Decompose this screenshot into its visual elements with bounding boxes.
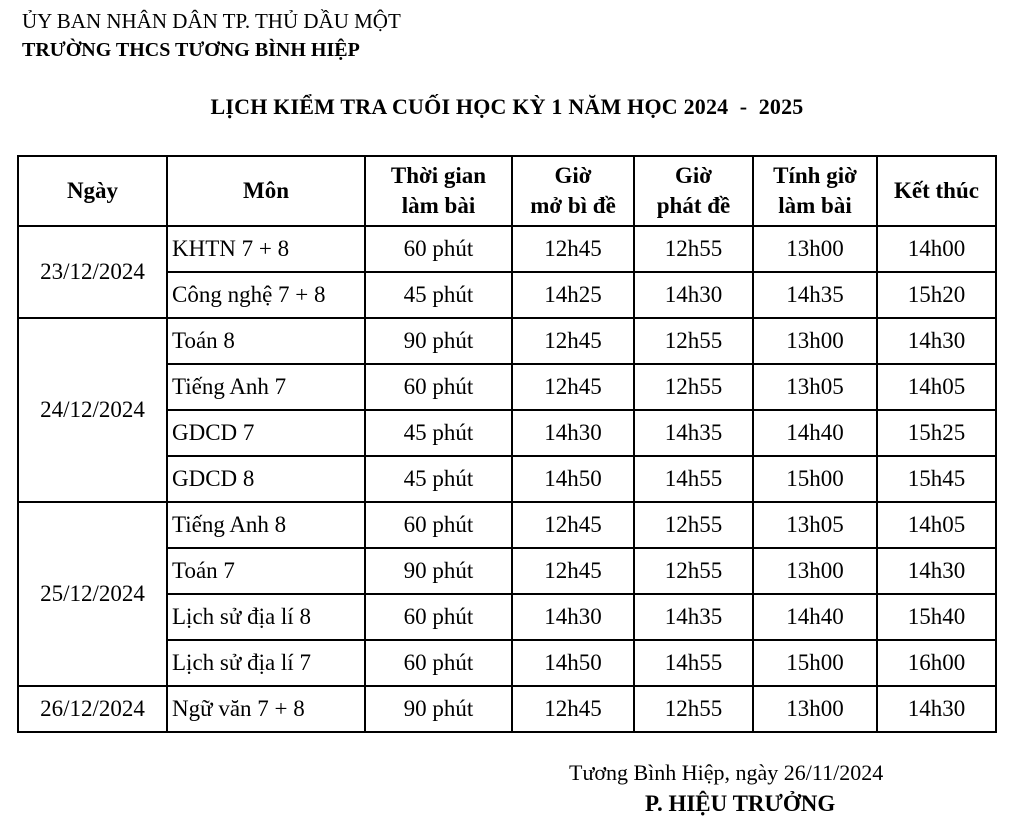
start-time-cell: 14h40 (752, 593, 878, 641)
end-time-cell: 15h40 (876, 593, 997, 641)
table-row: 25/12/2024 Tiếng Anh 8 60 phút 12h45 12h… (17, 501, 997, 687)
duration-cell: 90 phút (364, 317, 513, 365)
duration-cell: 45 phút (364, 271, 513, 319)
open-time-cell: 12h45 (511, 317, 635, 365)
header-open-time: Giờ mở bì đề (511, 155, 635, 227)
subject-cell: Toán 8 (166, 317, 366, 365)
end-time-cell: 14h05 (876, 363, 997, 411)
date-cell: 25/12/2024 (17, 501, 168, 687)
distribute-time-cell: 14h55 (633, 639, 754, 687)
duration-cell: 45 phút (364, 455, 513, 503)
open-time-cell: 12h45 (511, 225, 635, 273)
end-time-cell: 15h20 (876, 271, 997, 319)
distribute-time-cell: 12h55 (633, 685, 754, 733)
committee-name: ỦY BAN NHÂN DÂN TP. THỦ DẦU MỘT (22, 9, 401, 33)
end-time-cell: 15h45 (876, 455, 997, 503)
open-time-cell: 12h45 (511, 363, 635, 411)
duration-cell: 60 phút (364, 225, 513, 273)
subject-cell: Ngữ văn 7 + 8 (166, 685, 366, 733)
distribute-time-cell: 12h55 (633, 363, 754, 411)
header-distribute-time: Giờ phát đề (633, 155, 754, 227)
start-time-cell: 14h40 (752, 409, 878, 457)
start-time-cell: 13h05 (752, 363, 878, 411)
duration-cell: 90 phút (364, 685, 513, 733)
subject-cell: Lịch sử địa lí 7 (166, 639, 366, 687)
open-time-cell: 12h45 (511, 547, 635, 595)
header-duration: Thời gian làm bài (364, 155, 513, 227)
subject-cell: Tiếng Anh 7 (166, 363, 366, 411)
end-time-cell: 16h00 (876, 639, 997, 687)
table-row: GDCD 8 45 phút 14h50 14h55 15h00 15h45 (18, 455, 997, 503)
header-subject: Môn (166, 155, 366, 227)
duration-cell: 60 phút (364, 593, 513, 641)
open-time-cell: 14h50 (511, 455, 635, 503)
duration-cell: 90 phút (364, 547, 513, 595)
open-time-cell: 14h50 (511, 639, 635, 687)
table-row: Lịch sử địa lí 7 60 phút 14h50 14h55 15h… (18, 639, 997, 687)
start-time-cell: 15h00 (752, 639, 878, 687)
date-cell: 24/12/2024 (17, 317, 168, 503)
distribute-time-cell: 14h55 (633, 455, 754, 503)
subject-cell: Tiếng Anh 8 (166, 501, 366, 549)
table-row: 24/12/2024 Toán 8 90 phút 12h45 12h55 13… (17, 317, 997, 503)
start-time-cell: 13h00 (752, 547, 878, 595)
header-date: Ngày (17, 155, 168, 227)
start-time-cell: 13h00 (752, 685, 878, 733)
start-time-cell: 14h35 (752, 271, 878, 319)
date-cell: 23/12/2024 (17, 225, 168, 319)
start-time-cell: 13h05 (752, 501, 878, 549)
start-time-cell: 13h00 (752, 225, 878, 273)
table-header-row: Ngày Môn Thời gian làm bài Giờ mở bì đề Gi… (17, 155, 997, 227)
end-time-cell: 14h30 (876, 685, 997, 733)
exam-schedule-table: Ngày Môn Thời gian làm bài Giờ mở bì đề Gi… (17, 155, 997, 733)
distribute-time-cell: 12h55 (633, 501, 754, 549)
table-row: Toán 7 90 phút 12h45 12h55 13h00 14h30 (18, 547, 997, 595)
distribute-time-cell: 14h35 (633, 409, 754, 457)
table-row: Lịch sử địa lí 8 60 phút 14h30 14h35 14h… (18, 593, 997, 641)
signer-title: P. HIỆU TRƯỞNG (645, 791, 836, 816)
page-title: LỊCH KIỂM TRA CUỐI HỌC KỲ 1 NĂM HỌC 2024… (210, 94, 804, 119)
open-time-cell: 12h45 (511, 685, 635, 733)
table-row: GDCD 7 45 phút 14h30 14h35 14h40 15h25 (18, 409, 997, 457)
end-time-cell: 14h30 (876, 317, 997, 365)
table-row: 23/12/2024 KHTN 7 + 8 60 phút 12h45 12h5… (17, 225, 997, 319)
distribute-time-cell: 12h55 (633, 317, 754, 365)
subject-cell: GDCD 8 (166, 455, 366, 503)
duration-cell: 60 phút (364, 363, 513, 411)
distribute-time-cell: 14h35 (633, 593, 754, 641)
start-time-cell: 13h00 (752, 317, 878, 365)
distribute-time-cell: 12h55 (633, 547, 754, 595)
end-time-cell: 15h25 (876, 409, 997, 457)
distribute-time-cell: 12h55 (633, 225, 754, 273)
duration-cell: 60 phút (364, 501, 513, 549)
subject-cell: KHTN 7 + 8 (166, 225, 366, 273)
open-time-cell: 14h30 (511, 593, 635, 641)
subject-cell: Toán 7 (166, 547, 366, 595)
subject-cell: GDCD 7 (166, 409, 366, 457)
header-start-time: Tính giờ làm bài (752, 155, 878, 227)
distribute-time-cell: 14h30 (633, 271, 754, 319)
open-time-cell: 14h25 (511, 271, 635, 319)
end-time-cell: 14h00 (876, 225, 997, 273)
date-cell: 26/12/2024 (17, 685, 168, 733)
end-time-cell: 14h30 (876, 547, 997, 595)
end-time-cell: 14h05 (876, 501, 997, 549)
duration-cell: 60 phút (364, 639, 513, 687)
open-time-cell: 12h45 (511, 501, 635, 549)
subject-cell: Công nghệ 7 + 8 (166, 271, 366, 319)
duration-cell: 45 phút (364, 409, 513, 457)
table-row: Tiếng Anh 7 60 phút 12h45 12h55 13h05 14… (18, 363, 997, 411)
start-time-cell: 15h00 (752, 455, 878, 503)
table-row: 26/12/2024 Ngữ văn 7 + 8 90 phút 12h45 1… (17, 685, 997, 733)
school-name: TRƯỜNG THCS TƯƠNG BÌNH HIỆP (22, 39, 360, 61)
table-row: Công nghệ 7 + 8 45 phút 14h25 14h30 14h3… (18, 271, 997, 319)
subject-cell: Lịch sử địa lí 8 (166, 593, 366, 641)
place-and-date: Tương Bình Hiệp, ngày 26/11/2024 (569, 760, 884, 785)
header-end-time: Kết thúc (876, 155, 997, 227)
open-time-cell: 14h30 (511, 409, 635, 457)
